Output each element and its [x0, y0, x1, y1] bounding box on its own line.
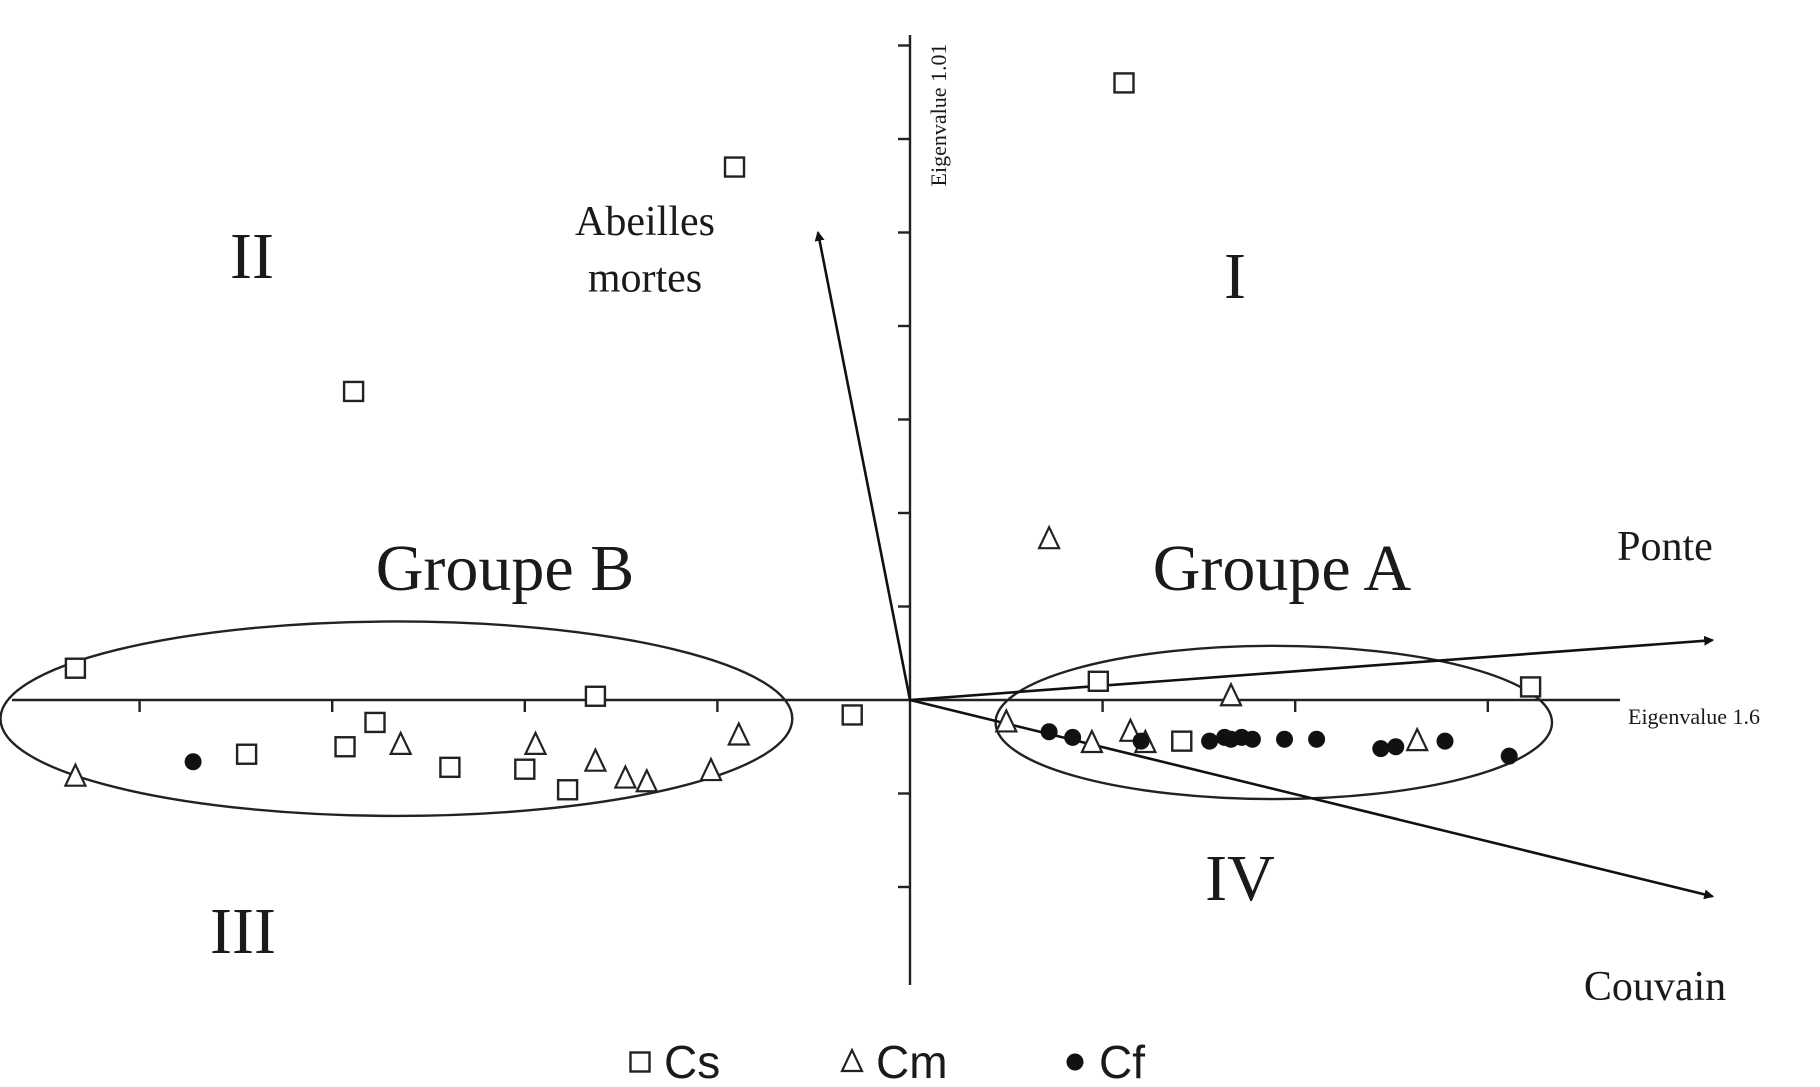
group-ellipse	[994, 644, 1554, 801]
data-point-cm	[1219, 681, 1243, 707]
legend-marker-cs	[629, 1051, 651, 1073]
loading-vector-arrow	[814, 230, 912, 701]
data-point-cm	[63, 762, 88, 787]
group-label: Groupe B	[376, 532, 634, 605]
data-point-cs	[723, 156, 746, 178]
quadrant-label: III	[210, 895, 276, 968]
data-point-cs	[556, 779, 579, 801]
data-point-cs	[1113, 72, 1135, 94]
data-point-cs	[1087, 670, 1110, 692]
data-point-cf	[1500, 747, 1518, 765]
legend-marker-cf	[1066, 1053, 1084, 1071]
legend-label: Cf	[1099, 1036, 1145, 1087]
group-ellipse	[0, 620, 794, 818]
quadrant-label: I	[1224, 240, 1246, 313]
legend-label: Cs	[664, 1036, 720, 1087]
data-point-cf	[1308, 730, 1326, 748]
data-point-cm	[699, 756, 723, 782]
quadrant-label: II	[230, 220, 274, 293]
legend-label: Cm	[876, 1036, 948, 1087]
data-point-cs	[334, 736, 356, 758]
data-point-cm	[1080, 728, 1104, 754]
legend: Cs Cm Cf	[629, 1036, 1145, 1087]
y-axis-label: Eigenvalue 1.01	[926, 44, 951, 187]
data-point-cs	[1519, 676, 1542, 698]
data-point-cm	[727, 720, 751, 746]
data-point-cs	[584, 685, 607, 707]
data-point-cf	[1372, 740, 1390, 758]
vector-label: Abeilles mortes	[575, 199, 715, 302]
data-point-cm	[523, 730, 548, 755]
data-point-cm	[583, 747, 608, 772]
data-point-cs	[841, 704, 863, 726]
data-point-cm	[635, 767, 659, 793]
data-point-cs	[1171, 730, 1193, 752]
data-point-cs	[235, 743, 258, 765]
data-point-cf	[1132, 732, 1150, 750]
data-point-cf	[1040, 723, 1058, 741]
data-point-cf	[1064, 728, 1082, 746]
data-point-cs	[342, 380, 365, 403]
data-point-cf	[1201, 732, 1219, 750]
data-point-cm	[613, 763, 638, 789]
group-label: Groupe A	[1153, 532, 1412, 605]
data-point-cm	[1405, 726, 1429, 752]
data-point-cf	[184, 753, 202, 771]
legend-marker-cm	[840, 1047, 864, 1073]
vector-label-line: Couvain	[1584, 964, 1726, 1010]
data-point-cf	[1276, 730, 1293, 748]
vector-label-line: Abeilles	[575, 199, 715, 245]
vector-label-line: Ponte	[1617, 524, 1713, 570]
data-point-cf	[1243, 730, 1261, 748]
data-point-cs	[64, 657, 87, 679]
vector-label-line: mortes	[588, 256, 702, 302]
data-point-cm	[994, 707, 1019, 733]
data-point-cs	[514, 758, 536, 780]
data-point-cs	[439, 756, 461, 779]
loading-vector-arrow	[909, 698, 1715, 900]
x-axis-label: Eigenvalue 1.6	[1628, 704, 1760, 729]
data-point-cm	[1037, 524, 1061, 550]
quadrant-label: IV	[1205, 842, 1275, 915]
data-point-cs	[364, 711, 386, 734]
data-point-cm	[388, 730, 413, 755]
vector-label: Couvain	[1584, 964, 1726, 1010]
data-point-cf	[1436, 732, 1454, 750]
vector-label: Ponte	[1617, 524, 1713, 570]
data-point-cf	[1387, 738, 1405, 756]
loading-vector-arrow	[909, 635, 1715, 702]
